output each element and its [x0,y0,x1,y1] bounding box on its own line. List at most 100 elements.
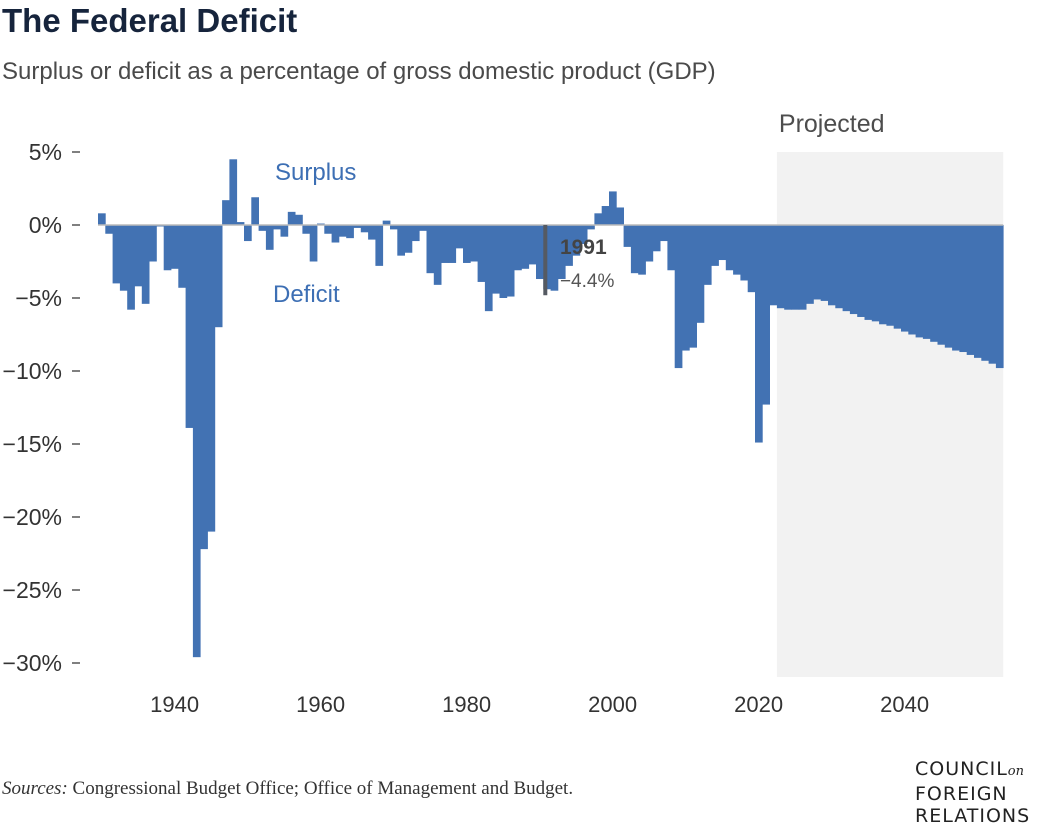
logo-line2: FOREIGN [915,783,1008,805]
bar [244,225,252,242]
bar [280,225,289,237]
bar [149,225,157,262]
source-label: Sources: [2,778,68,799]
bar [652,225,661,252]
bar [828,225,836,306]
bar [645,225,654,262]
bar [616,207,624,225]
y-axis: 5% 0% −5% −10% −15% −20% −25% −30% [3,139,80,676]
bar [886,225,895,326]
projected-label: Projected [779,110,885,138]
bar [448,225,457,263]
bar [755,225,763,443]
bar [98,213,106,225]
bar [740,225,749,281]
bar [849,225,858,315]
bar [411,225,420,242]
bar [338,225,347,237]
bar [572,225,581,256]
bar [375,225,384,266]
source-note: Sources: Congressional Budget Office; Of… [2,778,573,800]
bar [112,225,121,284]
bar [988,225,997,364]
bar [974,225,982,358]
bar [908,225,916,335]
bar [229,159,238,225]
bar [353,225,362,228]
bar [930,225,938,342]
bar [287,211,296,225]
y-tick-label: −20% [3,504,62,530]
bar [798,225,807,310]
logo-line3: RELATIONS [915,805,1031,827]
bar [871,225,880,322]
bar [915,225,924,338]
bar [587,225,595,230]
bar [776,225,785,309]
chart-title: The Federal Deficit [2,2,298,39]
bar [711,225,719,266]
bar [857,225,865,317]
bar [901,225,909,332]
x-tick-label: 1940 [150,692,199,717]
x-tick-label: 1960 [296,692,345,717]
bar [959,225,968,353]
bar [944,225,953,348]
bar [806,225,814,304]
bar [514,225,522,271]
bar [791,225,800,310]
bar [550,225,559,291]
y-tick-label: 0% [29,212,62,238]
bar [579,225,588,244]
bar-series [98,159,1004,658]
x-tick-label: 1980 [442,692,491,717]
bar [397,225,405,256]
bar [463,225,471,263]
bar [594,213,603,225]
bar [528,225,537,265]
bar [879,225,887,325]
bar [382,220,391,225]
bar [536,225,544,280]
bar [718,225,727,261]
logo-line1: COUNCIL [915,758,1008,780]
bar [835,225,843,309]
bar [842,225,851,312]
bar [171,225,179,269]
bar [134,225,143,287]
bar [689,225,697,348]
surplus-label: Surplus [275,159,356,186]
bar [185,225,194,428]
bar [638,225,646,275]
bar [390,225,398,230]
bar [864,225,873,320]
bar [302,225,311,234]
bar [368,225,376,240]
bar [265,225,274,250]
y-tick-label: −5% [15,285,62,311]
bar [660,225,668,242]
bar [893,225,902,329]
bar [273,225,281,230]
bar [769,225,778,306]
bar [725,225,734,271]
bar [937,225,946,345]
bar [813,225,822,300]
bar [251,197,259,225]
bar [492,225,500,294]
deficit-label: Deficit [273,281,340,308]
bar [630,225,639,274]
bar [995,225,1004,369]
x-tick-label: 2040 [880,692,929,717]
bar [236,222,245,225]
bar [922,225,931,339]
bar [419,225,427,231]
bar [762,225,770,405]
bar [455,225,464,249]
bar [747,225,756,293]
bar [433,225,442,285]
bar [499,225,508,298]
bar [207,225,216,532]
bar [470,225,478,262]
